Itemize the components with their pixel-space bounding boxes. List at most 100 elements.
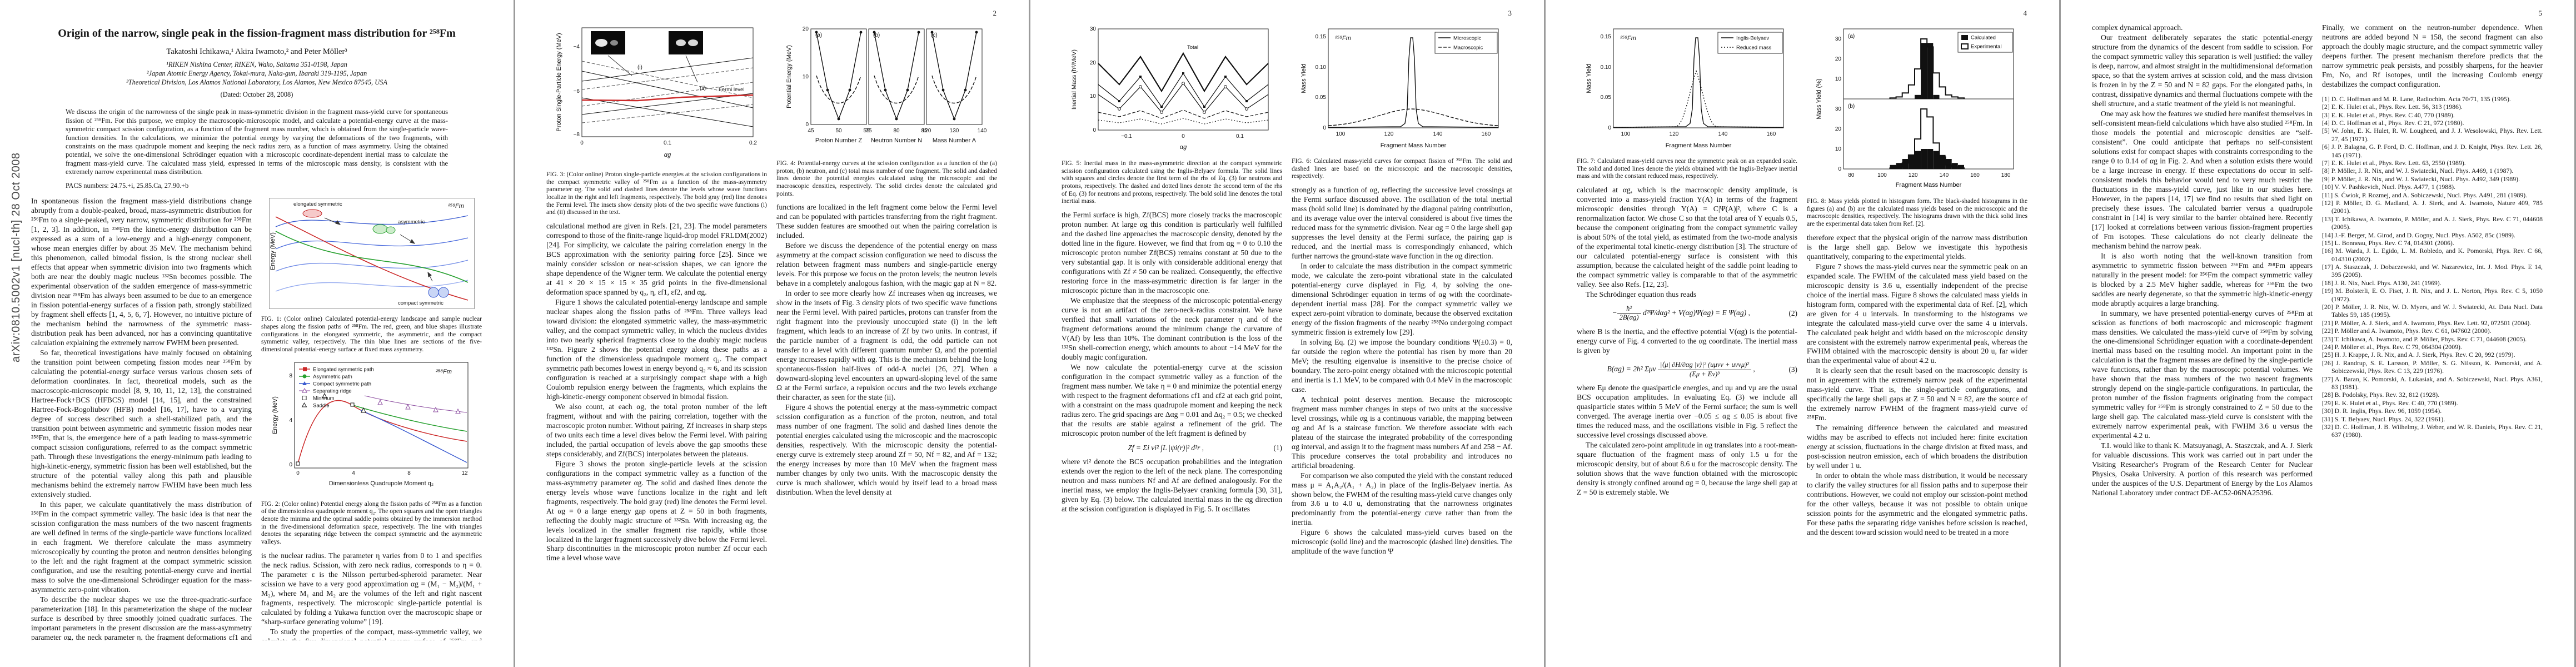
figure-2-legend: Elongated symmetric path Asymmetric path… [298,366,374,409]
calculated-micro-histogram [1914,43,1939,99]
body-paragraph: For comparison we also computed the yiel… [1292,471,1512,527]
equation-3-number: (3) [1788,365,1797,374]
body-paragraph: calculational method are given in Refs. … [546,222,767,296]
x-tick: 0.1 [1236,133,1244,140]
legend-entry: Macroscopic [1453,45,1483,51]
microscopic-yield-curve [1328,37,1498,128]
inset-pointer-line [685,55,697,83]
figure-4-graphic: (a) (b) (c) 20 10 0 45 50 55 75 80 85 12… [786,26,987,144]
affiliation-1: ¹RIKEN Nishina Center, RIKEN, Wako, Sait… [166,61,347,68]
page1-column-1: In spontaneous fission the fragment mass… [31,197,252,640]
equation-2-rest: d²Ψ/dαg² + V(αg)Ψ(αg) = E Ψ(αg) , [1641,308,1750,317]
equation-3-rest: , [1751,365,1755,374]
affiliation-2: ²Japan Atomic Energy Agency, Tokai-mura,… [146,69,367,78]
legend-entry: Calculated [1971,35,1996,41]
x-axis-label: αg [664,152,671,158]
body-paragraph: Our treatment deliberately separates the… [2092,33,2313,108]
figure-1: elongated symmetric asymmetric compact s… [261,198,482,353]
reference-item: [19] M. Bolsterli, E. O. Fiset, J. R. Ni… [2322,287,2543,303]
body-paragraph: In summary, we have presented potential-… [2092,308,2313,440]
reference-item: [27] A. Baran, K. Pomorski, A. Lukasiak,… [2322,375,2543,391]
body-paragraph: functions are localized in the left frag… [776,203,997,240]
page-3: 3 [1030,0,1544,667]
body-paragraph: The Schrödinger equation thus reads [1586,290,1697,298]
inertia-circle-markers [1117,82,1248,114]
equation-3: B(αg) = 2ħ² Σμν |⟨μ| ∂H/∂αg |ν⟩|² (uμvν … [1577,361,1797,379]
reference-item: [32] D. C. Hoffman, J. B. Wilhelmy, J. W… [2322,422,2543,439]
legend-entry: Asymmetric path [313,374,352,380]
page2-column-1: (i) (ii) Fermi level −4 −6 −8 0 0.1 0.2 … [546,23,767,641]
y-tick: −4 [573,44,580,50]
reference-item: [10] V. V. Pashkevich, Nucl. Phys. A477,… [2322,183,2455,191]
body-paragraph: We emphasize that the steepness of the m… [1062,296,1282,361]
x-tick: 140 [1433,131,1442,137]
x-tick: 45 [808,128,814,134]
x-tick: 100 [1336,131,1345,137]
page4-column-1: Inglis-Belyaev Reduced mass ²⁵⁸Fm 0.15 0… [1577,23,1797,641]
body-paragraph: where B is the inertia, and the effectiv… [1577,327,1797,355]
x-tick: 160 [1481,131,1491,137]
reference-item: [23] T. Ichikawa, A. Iwamoto, and P. Möl… [2322,335,2527,343]
x-axis-label-b: Neutron Number N [870,137,921,144]
x-tick: 80 [1848,172,1855,178]
x-tick: 140 [1718,131,1727,137]
reference-item: [29] E. K. Hulet et al., Phys. Rev. C 40… [2322,399,2458,407]
page4-column-2: Calculated Experimental (a) (b) 30 20 10… [1807,23,2027,641]
y-tick: 30 [1089,26,1096,32]
body-paragraph: In this paper, we calculate quantitative… [31,500,252,594]
x-tick: 100 [1621,131,1630,137]
figure-5-caption: FIG. 5: Inertial mass in the mass-asymme… [1062,159,1282,205]
fermi-level-label: Fermi level [719,87,744,93]
y-axis-label: Energy (MeV) [272,396,278,434]
panel-a-curves [815,31,862,121]
paper-title: Origin of the narrow, single peak in the… [58,27,456,39]
figure-8-legend: Calculated Experimental [1957,32,2012,53]
y-tick: 0.05 [1315,94,1326,101]
figure-6-graphic: Microscopic Macroscopic ²⁵⁸Fm 0.15 0.10 … [1301,28,1498,149]
annotation-ii: (ii) [700,86,706,92]
reference-item: [21] P. Möller, A. J. Sierk, and A. Iwam… [2322,318,2532,327]
y-tick: 20 [1089,60,1096,66]
x-axis-label: αg [1179,144,1187,151]
figure-6-caption: FIG. 6: Calculated mass-yield curves for… [1292,157,1512,180]
reference-item: [25] H. J. Krappe, J. R. Nix, and A. J. … [2322,351,2515,359]
figure-6-legend: Microscopic Macroscopic [1434,32,1497,54]
x-axis-label: Fragment Mass Number [1665,142,1731,149]
panel-label-b: (b) [1848,103,1855,109]
y-axis-label: Mass Yield [1301,63,1307,93]
inset-pointer-line [607,55,632,76]
figure-6: Microscopic Macroscopic ²⁵⁸Fm 0.15 0.10 … [1292,24,1512,180]
y-tick: 0 [1323,125,1326,131]
legend-entry: Inglis-Belyaev [1736,36,1769,42]
x-tick: 0 [580,140,584,146]
legend-entry: Separating ridge [313,388,352,394]
wavefunction-density-inset-1 [590,31,625,54]
body-paragraph: The calculated zero-point amplitude in α… [1577,441,1797,497]
x-tick: 140 [977,128,986,134]
page-number: 4 [2023,9,2027,17]
calculated-macro-histogram [1890,149,1964,169]
body-paragraph: A technical point deserves mention. Beca… [1292,395,1512,470]
equation-3-denominator: (Eμ + Eν)³ [1690,370,1720,378]
figure-3-caption: FIG. 3: (Color online) Proton single-par… [546,170,767,216]
path-arrows [324,217,432,282]
body-paragraph: Figure 7 shows the mass-yield curves nea… [1807,262,2027,365]
reference-item: [31] S. T. Belyaev, Nucl. Phys. 24, 322 … [2322,415,2445,423]
body-paragraph: The remaining difference between the cal… [1807,424,2027,470]
body-paragraph: One may ask how the features we studied … [2092,109,2313,250]
legend-entry: Elongated symmetric path [313,366,374,372]
equation-2-lead: − [1612,308,1617,317]
panel-label-c: (c) [931,32,938,38]
reference-item: [1] D. C. Hoffman and M. R. Lane, Radioc… [2322,94,2511,103]
x-tick: 80 [893,128,900,134]
body-paragraph: Figure 3 shows the proton single-particl… [546,459,767,563]
minima-saddle-markers [296,392,461,466]
page-2: 2 [515,0,1029,667]
x-tick: 0.2 [749,140,757,146]
legend-entry: Reduced mass [1736,45,1772,51]
page-number: 2 [993,9,997,17]
x-tick: 50 [835,128,842,134]
page-number: 3 [1508,9,1512,17]
body-paragraph: It is clearly seen that the result based… [1807,366,2027,422]
reference-item: [7] E. K. Hulet et al., Phys. Rev. Lett.… [2322,159,2466,167]
